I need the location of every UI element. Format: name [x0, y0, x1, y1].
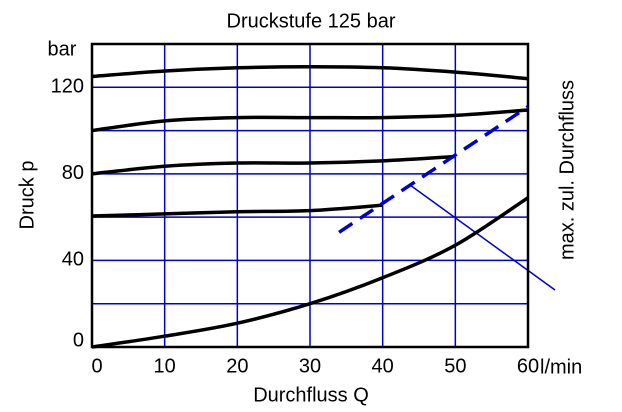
y-unit: bar: [48, 38, 77, 60]
curve: [91, 203, 383, 218]
x-axis-label: Durchfluss Q: [253, 384, 369, 406]
x-tick-label: 20: [226, 355, 248, 377]
curve: [91, 64, 529, 81]
x-tick-label: 10: [154, 355, 176, 377]
y-tick-label: 80: [62, 162, 84, 184]
y-tick-label: 120: [51, 76, 84, 98]
curve: [91, 108, 529, 133]
curve: [91, 154, 456, 176]
y-tick-label: 40: [62, 249, 84, 271]
limit-line: [338, 105, 529, 234]
x-tick-label: 60: [517, 355, 539, 377]
x-tick-label: 0: [91, 355, 102, 377]
x-unit: l/min: [540, 356, 582, 378]
plot-frame: [90, 42, 530, 349]
x-tick-label: 50: [444, 355, 466, 377]
x-tick-label: 40: [372, 355, 394, 377]
y-tick-label: 0: [73, 329, 84, 351]
y-axis-label: Druck p: [16, 161, 38, 230]
annotation: max. zul. Durchfluss: [556, 80, 578, 260]
annotation-pointer: [409, 184, 556, 291]
curve: [91, 196, 529, 349]
x-tick-label: 30: [299, 355, 321, 377]
chart-title: Druckstufe 125 bar: [227, 10, 396, 32]
